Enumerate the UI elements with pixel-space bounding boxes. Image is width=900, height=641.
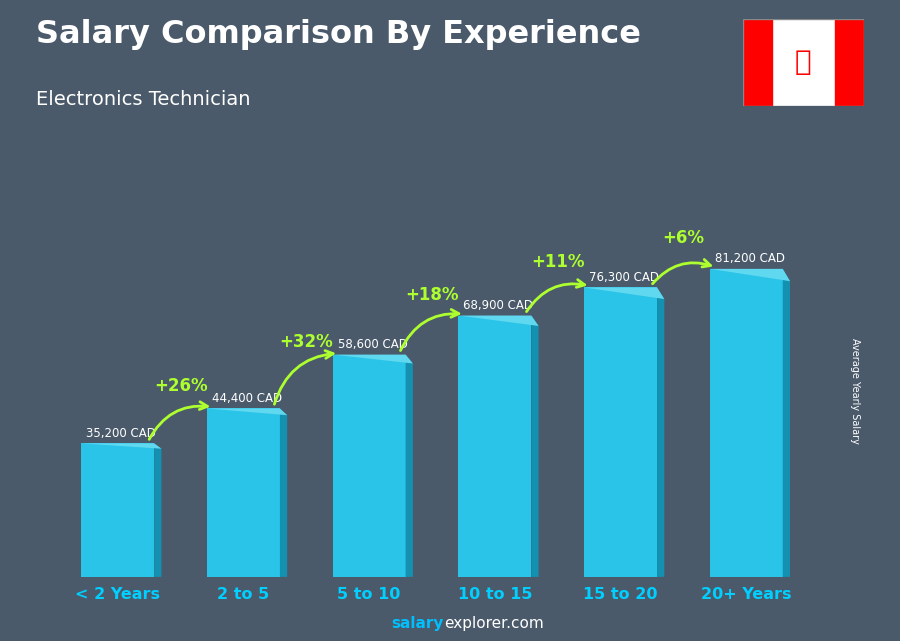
- Polygon shape: [81, 444, 161, 449]
- Text: +18%: +18%: [405, 287, 459, 304]
- Bar: [584, 287, 657, 577]
- Text: Salary Comparison By Experience: Salary Comparison By Experience: [36, 19, 641, 50]
- Polygon shape: [333, 354, 413, 363]
- Text: +11%: +11%: [531, 253, 584, 271]
- Polygon shape: [531, 315, 538, 577]
- Bar: [207, 408, 280, 577]
- Text: 44,400 CAD: 44,400 CAD: [212, 392, 282, 404]
- Text: +6%: +6%: [662, 229, 705, 247]
- Polygon shape: [154, 444, 161, 577]
- Text: Electronics Technician: Electronics Technician: [36, 90, 250, 109]
- Bar: [81, 444, 154, 577]
- Polygon shape: [657, 287, 664, 577]
- Polygon shape: [406, 354, 413, 577]
- Text: 81,200 CAD: 81,200 CAD: [715, 252, 785, 265]
- Polygon shape: [458, 315, 538, 326]
- Text: Average Yearly Salary: Average Yearly Salary: [850, 338, 860, 444]
- Text: 58,600 CAD: 58,600 CAD: [338, 338, 408, 351]
- Text: 76,300 CAD: 76,300 CAD: [590, 271, 659, 284]
- Text: +26%: +26%: [154, 377, 207, 395]
- Polygon shape: [280, 408, 287, 577]
- Text: 35,200 CAD: 35,200 CAD: [86, 427, 157, 440]
- Bar: [742, 19, 771, 106]
- Polygon shape: [584, 287, 664, 299]
- Text: salary: salary: [392, 617, 444, 631]
- Polygon shape: [783, 269, 790, 577]
- Polygon shape: [207, 408, 287, 415]
- Bar: [710, 269, 783, 577]
- Text: 🍁: 🍁: [795, 49, 812, 76]
- Polygon shape: [710, 269, 790, 281]
- Bar: [835, 19, 864, 106]
- Text: explorer.com: explorer.com: [444, 617, 544, 631]
- Text: +32%: +32%: [279, 333, 333, 351]
- Bar: [458, 315, 531, 577]
- Text: 68,900 CAD: 68,900 CAD: [464, 299, 534, 312]
- Bar: [333, 354, 406, 577]
